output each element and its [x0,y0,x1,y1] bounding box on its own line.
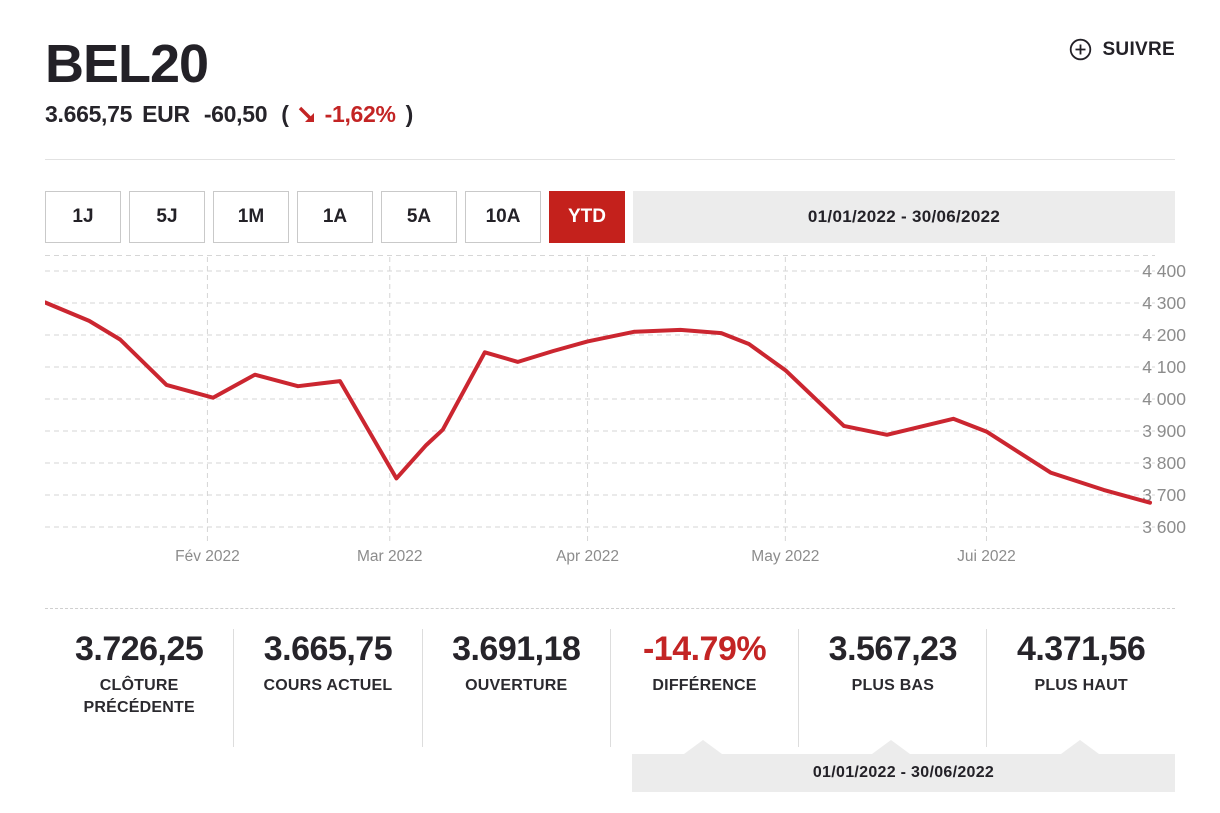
y-axis-label: 4 300 [1142,293,1186,313]
paren-close: ) [405,100,414,127]
stat-cell: 4.371,56 PLUS HAUT [986,628,1174,747]
period-button-ytd[interactable]: YTD [549,190,625,243]
stats-row: 3.726,25 CLÔTURE PRÉCÉDENTE 3.665,75 COURS … [45,609,1175,754]
notch-plus-haut [1061,739,1099,754]
stats-date-range-bar: 01/01/2022 - 30/06/2022 [632,739,1175,792]
chart-date-range: 01/01/2022 - 30/06/2022 [633,190,1175,243]
page: BEL20 3.665,75 EUR -60,50 ( -1,62% ) SUI… [43,0,1188,792]
price-line-series [43,300,1152,505]
follow-button[interactable]: SUIVRE [1069,38,1175,61]
stat-value: 3.726,25 [74,629,204,668]
stat-label: PLUS BAS [851,677,935,695]
period-button-5j[interactable]: 5J [129,190,205,243]
period-button-1a[interactable]: 1A [297,190,373,243]
stat-value: 3.691,18 [452,629,581,668]
period-toolbar: 1J 5J 1M 1A 5A 10A YTD 01/01/2022 - 30/06/2022 [45,190,1175,243]
current-price: 3.665,75 [45,100,133,127]
stat-cell: 3.691,18 OUVERTURE [421,628,610,747]
x-axis-label: May 2022 [751,548,819,565]
stat-cell: 3.726,25 CLÔTURE PRÉCÉDENTE [45,629,233,747]
stat-cell: 3.665,75 COURS ACTUEL [233,628,421,747]
stat-value: -14.79% [642,629,767,668]
period-button-1m[interactable]: 1M [213,190,289,243]
y-axis-label: 4 200 [1142,325,1186,345]
currency-label: EUR [142,100,190,127]
price-row: 3.665,75 EUR -60,50 ( -1,62% ) [45,101,1175,128]
y-axis-label: 4 000 [1142,389,1186,409]
period-buttons: 1J 5J 1M 1A 5A 10A YTD [45,190,625,243]
stat-label: OUVERTURE [465,677,568,695]
period-button-1j[interactable]: 1J [45,190,121,243]
stat-value: 3.567,23 [828,629,958,668]
y-axis-label: 3 900 [1142,421,1186,441]
y-axis-label: 3 600 [1142,517,1186,537]
chart-svg: 4 400 4 300 4 200 4 100 4 000 3 900 3 800 3 700… [43,254,1186,565]
down-right-arrow-icon [298,106,314,123]
notch-plus-bas [872,739,910,754]
x-axis-label: Jui 2022 [957,548,1016,565]
paren-open: ( [281,100,289,127]
period-button-10a[interactable]: 10A [465,190,541,243]
x-axis-label: Apr 2022 [556,548,619,565]
follow-label: SUIVRE [1102,38,1175,60]
stat-cell: 3.567,23 PLUS BAS [798,628,986,747]
header-divider [45,158,1175,160]
stat-label: COURS ACTUEL [263,677,393,695]
period-button-5a[interactable]: 5A [381,190,457,243]
stat-label: CLÔTURE PRÉCÉDENTE [83,677,195,716]
plus-circle-icon [1070,38,1092,61]
price-chart[interactable]: 4 400 4 300 4 200 4 100 4 000 3 900 3 800 3 700… [43,254,1188,568]
chart-divider [45,607,1175,609]
price-change-pct: -1,62% [324,100,396,127]
stat-value: 4.371,56 [1016,629,1146,668]
x-axis-label: Mar 2022 [357,548,422,565]
notch-difference [684,739,722,754]
page-title: BEL20 [45,34,209,94]
header: BEL20 3.665,75 EUR -60,50 ( -1,62% ) SUI… [45,0,1175,128]
stat-value: 3.665,75 [263,629,393,668]
stats-date-range: 01/01/2022 - 30/06/2022 [812,763,995,781]
stat-label: PLUS HAUT [1034,677,1128,695]
x-axis-label: Fév 2022 [175,548,240,565]
y-axis-label: 3 700 [1142,485,1186,505]
stat-cell: -14.79% DIFFÉRENCE [609,628,798,747]
price-change: -60,50 [203,100,268,127]
y-axis-label: 4 400 [1142,261,1186,281]
stat-label: DIFFÉRENCE [652,677,757,695]
y-axis-label: 4 100 [1142,357,1186,377]
y-axis-label: 3 800 [1142,453,1186,473]
